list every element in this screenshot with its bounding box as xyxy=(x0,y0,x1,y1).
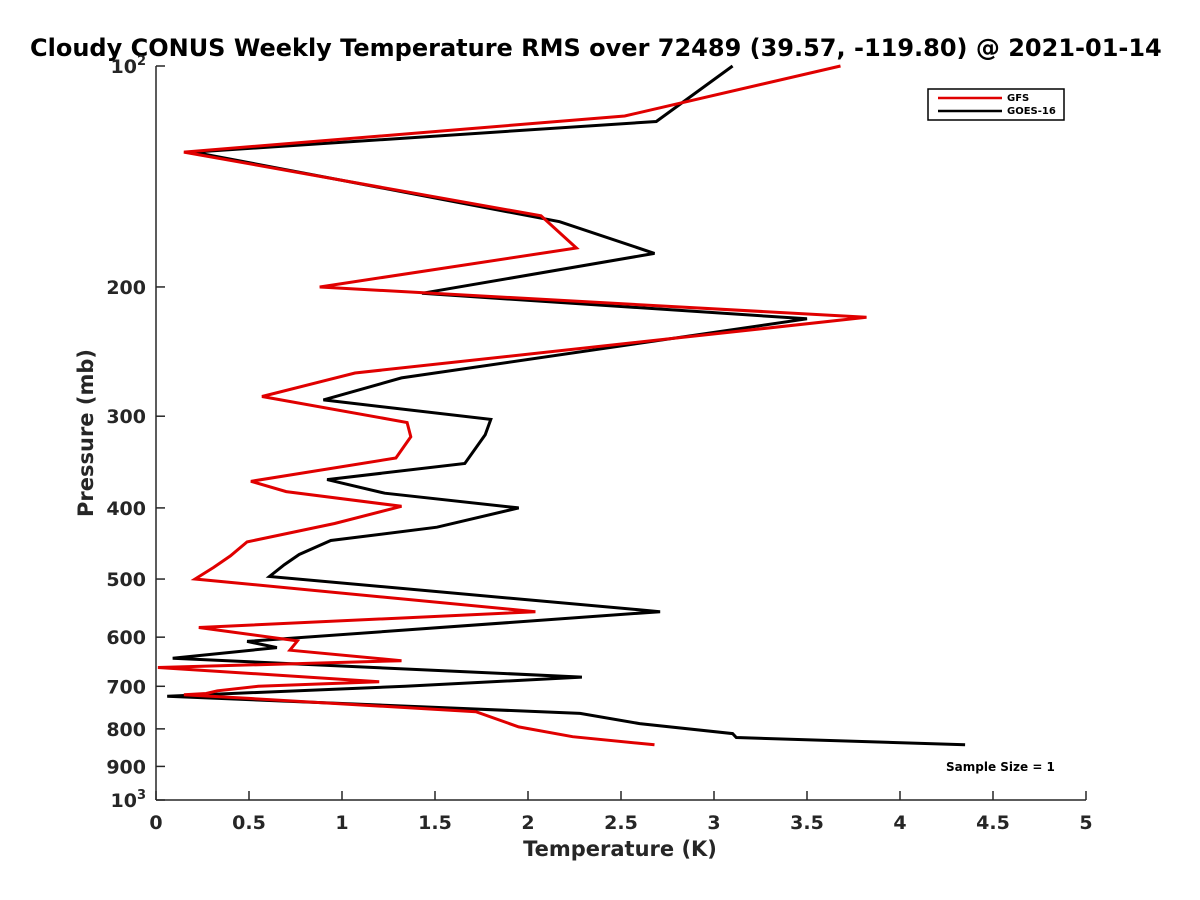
legend-label-goes16: GOES-16 xyxy=(1007,106,1056,117)
x-tick-label: 5 xyxy=(1079,812,1092,834)
x-tick-label: 4 xyxy=(893,812,906,834)
y-tick-label: 600 xyxy=(106,627,146,649)
x-tick-label: 1.5 xyxy=(418,812,452,834)
y-tick-label: 900 xyxy=(106,756,146,778)
x-tick-label: 2.5 xyxy=(604,812,638,834)
x-tick-label: 3.5 xyxy=(790,812,824,834)
x-tick-label: 3 xyxy=(707,812,720,834)
y-tick-label: 200 xyxy=(106,277,146,299)
series-line-goes16 xyxy=(167,64,966,747)
axes: 0 0.5 1 1.5 2 2.5 3 3.5 4 4.5 5 102 200 300 400 500 600 7… xyxy=(106,54,1092,834)
y-tick-label: 800 xyxy=(106,719,146,741)
sample-size-annotation: Sample Size = 1 xyxy=(946,760,1055,774)
series-layer xyxy=(157,64,966,747)
x-tick-label: 0.5 xyxy=(232,812,266,834)
y-axis-label: Pressure (mb) xyxy=(74,349,98,517)
y-tick-label: 300 xyxy=(106,406,146,428)
y-tick-label: 500 xyxy=(106,569,146,591)
y-tick-label: 103 xyxy=(111,788,147,812)
series-line-gfs xyxy=(157,64,867,747)
legend-label-gfs: GFS xyxy=(1007,93,1029,104)
legend-box xyxy=(927,88,1065,121)
y-tick-label: 102 xyxy=(111,54,147,78)
chart-title: Cloudy CONUS Weekly Temperature RMS over… xyxy=(30,34,1162,62)
y-tick-label: 700 xyxy=(106,676,146,698)
y-tick-label: 400 xyxy=(106,498,146,520)
x-tick-label: 1 xyxy=(335,812,348,834)
x-tick-label: 2 xyxy=(521,812,534,834)
x-tick-label: 4.5 xyxy=(976,812,1010,834)
x-axis-label: Temperature (K) xyxy=(523,837,717,861)
x-tick-label: 0 xyxy=(149,812,162,834)
legend: GFS GOES-16 xyxy=(927,88,1065,121)
